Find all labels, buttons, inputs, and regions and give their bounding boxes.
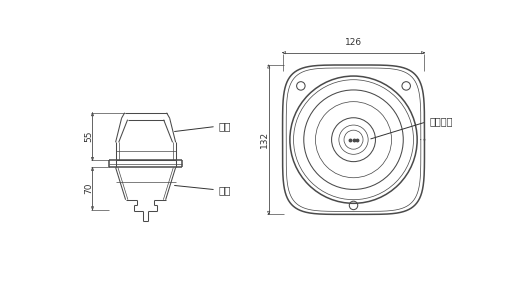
Text: 132: 132 xyxy=(260,131,269,148)
Text: 55: 55 xyxy=(84,131,93,142)
Text: 灯罩: 灯罩 xyxy=(175,121,231,131)
Text: 70: 70 xyxy=(84,183,93,194)
Text: 内管螺纹: 内管螺纹 xyxy=(371,116,453,139)
Text: 底座: 底座 xyxy=(175,185,231,195)
Text: 126: 126 xyxy=(345,38,362,47)
